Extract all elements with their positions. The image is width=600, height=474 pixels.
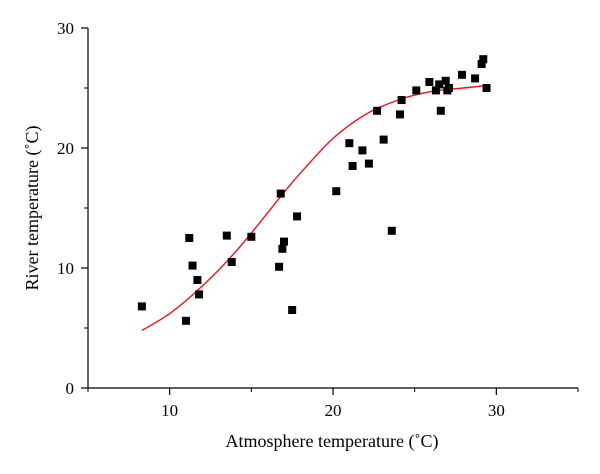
data-point [276, 189, 285, 198]
data-point [193, 276, 202, 284]
data-point [395, 110, 404, 119]
data-point [222, 231, 231, 240]
data-point [227, 258, 236, 266]
data-point [373, 106, 382, 115]
data-point [137, 302, 146, 311]
data-point [471, 74, 480, 83]
data-point [431, 86, 440, 95]
data-point [185, 234, 194, 242]
data-point [345, 139, 354, 148]
data-point [436, 106, 445, 115]
data-point [348, 162, 357, 170]
x-tick-label: 10 [161, 401, 178, 420]
data-point [412, 86, 421, 95]
y-tick-label: 0 [66, 379, 75, 398]
data-point [195, 290, 204, 299]
y-tick-label: 30 [57, 19, 74, 38]
data-points [137, 55, 491, 325]
y-axis-title: River temperature (˚C) [22, 126, 43, 291]
data-point [182, 316, 190, 325]
data-point [188, 261, 197, 270]
data-point [275, 262, 284, 271]
data-point [479, 55, 488, 64]
x-tick-label: 30 [488, 401, 505, 420]
data-point [379, 135, 388, 144]
data-point [364, 159, 373, 168]
data-point [425, 78, 434, 86]
data-point [477, 60, 486, 68]
axes [87, 28, 578, 389]
data-point [332, 187, 341, 196]
data-point [482, 84, 491, 92]
fit-curve-group [141, 84, 487, 331]
data-point [397, 96, 406, 104]
y-tick-label: 10 [57, 259, 74, 278]
data-point [288, 306, 297, 314]
data-point [387, 226, 396, 235]
fit-curve [141, 84, 487, 331]
data-point [435, 80, 444, 89]
data-point [247, 232, 256, 241]
x-tick-label: 20 [325, 401, 342, 420]
data-point [441, 76, 450, 85]
data-point [278, 244, 287, 253]
y-tick-label: 20 [57, 139, 74, 158]
data-point [444, 84, 453, 92]
data-point [280, 237, 288, 246]
data-point [358, 146, 367, 155]
ticks: 10 20 30 0 10 20 30 [57, 19, 579, 420]
data-point [458, 70, 467, 79]
x-axis-title: Atmosphere temperature (˚C) [226, 431, 439, 452]
data-point [293, 212, 302, 221]
